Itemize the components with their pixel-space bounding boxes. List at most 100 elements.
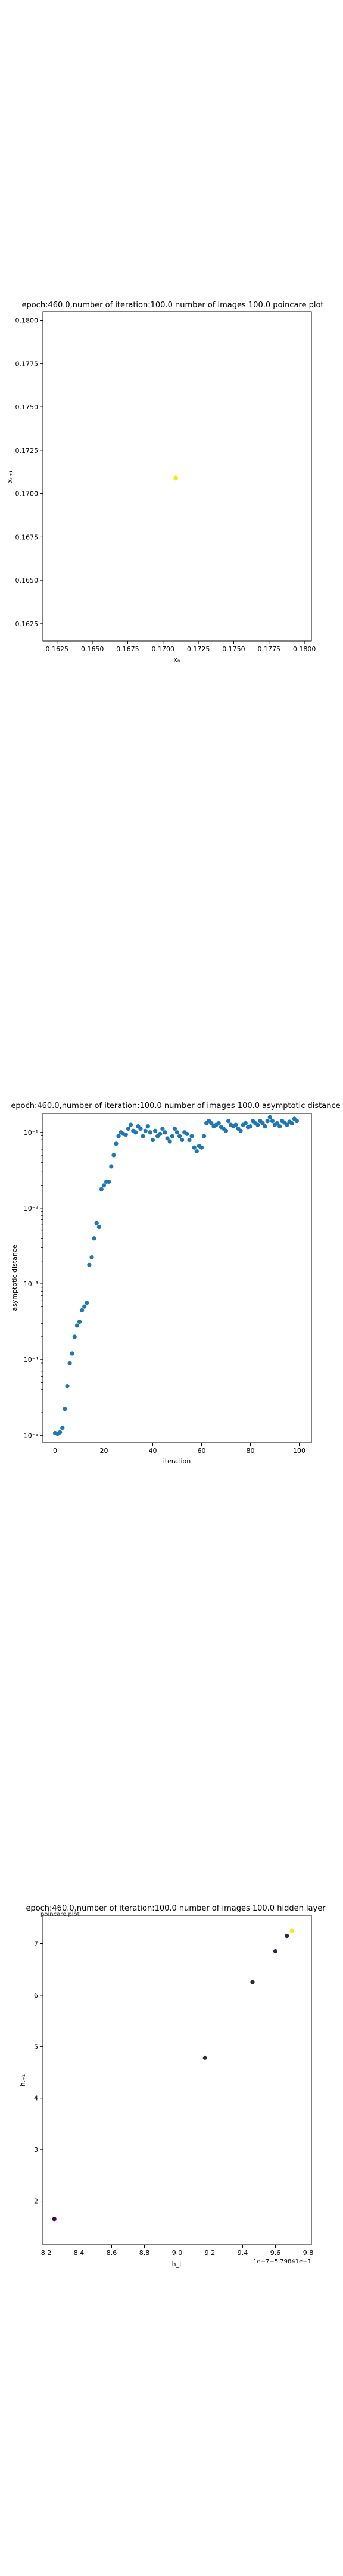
asymptotic-point xyxy=(92,1236,96,1241)
poincare-plot-frame xyxy=(42,311,312,642)
y-tick-label: 0.1675 xyxy=(15,533,39,541)
hidden-point xyxy=(273,1949,278,1954)
asymptotic-point xyxy=(80,1308,85,1313)
asymptotic-point xyxy=(74,1323,79,1328)
asymptotic-point xyxy=(289,1121,294,1126)
asymptotic-distance-frame xyxy=(42,1113,312,1443)
x-tick-label: 0.1725 xyxy=(187,645,210,653)
y-tick-label: 10⁻⁵ xyxy=(24,1432,38,1439)
hidden-points xyxy=(52,1928,294,2222)
x-tick-label: 0.1775 xyxy=(258,645,281,653)
hidden-point xyxy=(52,2217,57,2222)
asymptotic-point xyxy=(248,1124,253,1129)
hidden-layer-overlay-text: poincare plot xyxy=(40,1911,80,1918)
poincare-x-ticks: 0.1625 0.1650 0.1675 0.1700 0.1725 0.1750 0.17… xyxy=(45,641,316,653)
asymptotic-point xyxy=(294,1119,299,1124)
asymptotic-point xyxy=(65,1384,70,1389)
hidden-layer-title: epoch:460.0,number of iteration:100.0 nu… xyxy=(26,1904,326,1913)
asymptotic-point xyxy=(180,1137,185,1143)
asymptotic-point xyxy=(192,1145,197,1150)
asymptotic-point xyxy=(148,1130,152,1135)
x-tick-label: 8.4 xyxy=(74,2249,85,2257)
asymptotic-point xyxy=(165,1136,170,1141)
asymptotic-point xyxy=(89,1255,94,1260)
hidden-layer-panel: epoch:460.0,number of iteration:100.0 nu… xyxy=(19,1904,326,2268)
poincare-point xyxy=(173,475,179,481)
asymptotic-point xyxy=(153,1128,158,1133)
asymptotic-x-label: iteration xyxy=(163,1457,191,1465)
asymptotic-distance-title: epoch:460.0,number of iteration:100.0 nu… xyxy=(11,1102,340,1110)
hidden-x-ticks: 8.2 8.4 8.6 8.8 9.0 9.2 9.4 9.6 9.8 xyxy=(41,2245,313,2257)
x-tick-label: 0.1800 xyxy=(293,645,316,653)
y-tick-label: 0.1650 xyxy=(15,577,39,584)
x-tick-label: 0.1750 xyxy=(222,645,245,653)
asymptotic-point xyxy=(194,1149,199,1154)
asymptotic-point xyxy=(150,1137,155,1143)
asymptotic-point xyxy=(96,1225,101,1230)
asymptotic-points xyxy=(52,1115,299,1436)
asymptotic-point xyxy=(187,1137,192,1143)
y-tick-label: 4 xyxy=(34,2095,38,2102)
x-tick-label: 9.4 xyxy=(238,2249,248,2257)
poincare-plot-title: epoch:460.0,number of iteration:100.0 nu… xyxy=(21,301,323,310)
asymptotic-distance-panel: epoch:460.0,number of iteration:100.0 nu… xyxy=(11,1102,341,1465)
asymptotic-point xyxy=(202,1134,207,1138)
x-tick-label: 8.2 xyxy=(41,2249,52,2257)
asymptotic-point xyxy=(270,1119,275,1124)
asymptotic-point xyxy=(275,1121,280,1126)
y-tick-label: 10⁻³ xyxy=(24,1280,38,1288)
asymptotic-point xyxy=(255,1122,260,1127)
y-tick-label: 0.1775 xyxy=(15,360,39,368)
y-tick-label: 10⁻¹ xyxy=(24,1129,38,1137)
asymptotic-point xyxy=(160,1126,165,1131)
x-tick-label: 40 xyxy=(149,1447,157,1455)
hidden-point xyxy=(250,1980,255,1984)
hidden-y-label: hₜ₊₁ xyxy=(19,2074,27,2086)
asymptotic-point xyxy=(174,1130,180,1135)
x-tick-label: 9.6 xyxy=(270,2249,281,2257)
asymptotic-point xyxy=(226,1119,231,1124)
x-tick-label: 8.8 xyxy=(139,2249,150,2257)
hidden-y-ticks: 2 3 4 5 6 7 xyxy=(34,1940,43,2205)
y-tick-label: 0.1725 xyxy=(15,447,39,455)
asymptotic-point xyxy=(114,1141,119,1146)
asymptotic-point xyxy=(238,1128,243,1133)
asymptotic-point xyxy=(223,1128,229,1133)
asymptotic-point xyxy=(158,1131,163,1136)
poincare-plot-panel: epoch:460.0,number of iteration:100.0 nu… xyxy=(6,301,324,664)
asymptotic-y-ticks: 10⁻⁵ 10⁻⁴ 10⁻³ 10⁻² 10⁻¹ xyxy=(24,1129,43,1439)
asymptotic-point xyxy=(145,1124,150,1129)
asymptotic-point xyxy=(141,1134,145,1138)
x-tick-label: 0.1650 xyxy=(81,645,104,653)
x-tick-label: 0.1700 xyxy=(152,645,175,653)
asymptotic-point xyxy=(67,1361,72,1366)
poincare-points xyxy=(173,475,179,481)
asymptotic-point xyxy=(167,1139,172,1144)
asymptotic-point xyxy=(233,1122,238,1127)
hidden-point xyxy=(289,1928,294,1933)
asymptotic-point xyxy=(170,1134,174,1138)
asymptotic-point xyxy=(267,1115,272,1119)
asymptotic-point xyxy=(185,1131,189,1136)
asymptotic-point xyxy=(133,1130,138,1135)
y-tick-label: 0.1750 xyxy=(15,403,39,411)
asymptotic-point xyxy=(94,1221,99,1225)
asymptotic-point xyxy=(99,1187,104,1191)
poincare-y-label: xₙ₊₁ xyxy=(6,470,14,483)
asymptotic-point xyxy=(82,1304,87,1309)
y-tick-label: 10⁻² xyxy=(24,1205,38,1212)
x-tick-label: 20 xyxy=(100,1447,108,1455)
y-tick-label: 0.1625 xyxy=(15,620,39,628)
asymptotic-point xyxy=(243,1121,248,1126)
asymptotic-point xyxy=(101,1183,107,1188)
asymptotic-point xyxy=(72,1334,77,1339)
asymptotic-point xyxy=(177,1134,182,1138)
asymptotic-point xyxy=(163,1130,167,1135)
asymptotic-point xyxy=(123,1132,128,1137)
y-tick-label: 10⁻⁴ xyxy=(24,1356,39,1364)
asymptotic-point xyxy=(260,1121,265,1126)
asymptotic-point xyxy=(143,1128,148,1133)
asymptotic-point xyxy=(172,1126,177,1131)
